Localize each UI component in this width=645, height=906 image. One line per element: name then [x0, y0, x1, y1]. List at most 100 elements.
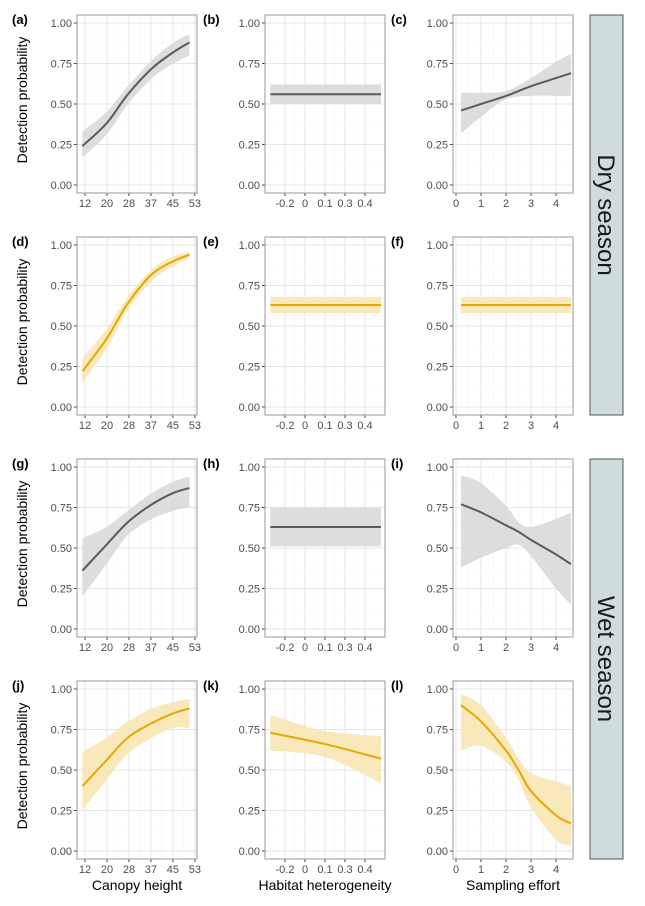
y-tick-label: 0.50 [239, 321, 260, 333]
y-tick-label: 0.50 [239, 765, 260, 777]
y-tick-label: 0.50 [427, 765, 448, 777]
y-tick-label: 0.00 [427, 180, 448, 192]
y-tick-label: 0.25 [51, 584, 72, 596]
panel-j: 0.00 0.25 0.50 0.75 1.00 12 20 28 37 45 53 (j) Detec… [12, 678, 201, 876]
x-tick-label: 0.4 [357, 864, 372, 876]
y-tick-label: 1.00 [51, 240, 72, 252]
x-tick-label: 0 [453, 420, 459, 432]
x-tick-label: 37 [145, 864, 157, 876]
x-tick-label: 53 [189, 642, 201, 654]
x-tick-label: 0 [453, 864, 459, 876]
y-tick-label: 0.00 [239, 180, 260, 192]
x-tick-label: 45 [167, 420, 179, 432]
y-axis-title: Detection probability [14, 37, 30, 164]
panel-border [76, 236, 198, 416]
y-tick-label: 0.50 [427, 321, 448, 333]
y-tick-label: 0.00 [427, 624, 448, 636]
x-axis-title: Sampling effort [466, 877, 560, 893]
panel-border [264, 236, 386, 416]
y-tick-label: 0.75 [51, 281, 72, 293]
x-tick-label: 12 [79, 864, 91, 876]
x-tick-label: 0.3 [337, 420, 352, 432]
x-tick-label: 3 [528, 420, 534, 432]
panel-border [452, 680, 574, 860]
fitted-line [81, 487, 190, 572]
y-tick-label: 0.00 [51, 846, 72, 858]
y-tick-label: 0.75 [239, 281, 260, 293]
y-tick-label: 0.00 [51, 402, 72, 414]
panel-d: 0.00 0.25 0.50 0.75 1.00 12 20 28 37 45 53 (d) Detec… [12, 234, 201, 432]
y-tick-label: 0.00 [427, 846, 448, 858]
y-tick-label: 0.25 [239, 140, 260, 152]
y-tick-label: 1.00 [51, 462, 72, 474]
y-tick-label: 0.25 [427, 362, 448, 374]
y-tick-label: 1.00 [427, 684, 448, 696]
panel-label: (i) [391, 456, 403, 471]
confidence-band [82, 476, 190, 597]
x-tick-label: 28 [123, 198, 135, 210]
panel-c: 0.00 0.25 0.50 0.75 1.00 0 1 2 3 4 (c) [391, 12, 574, 210]
x-tick-label: 37 [145, 642, 157, 654]
x-tick-label: 20 [101, 642, 113, 654]
panel-l: 0.00 0.25 0.50 0.75 1.00 0 1 2 3 4 (l) [391, 678, 574, 876]
x-tick-label: 53 [189, 198, 201, 210]
y-tick-label: 1.00 [239, 684, 260, 696]
x-tick-label: 0 [302, 864, 308, 876]
x-tick-label: 4 [553, 420, 559, 432]
panel-label: (h) [203, 456, 220, 471]
y-axis-title: Detection probability [14, 703, 30, 830]
y-tick-label: 0.25 [51, 806, 72, 818]
x-tick-label: 45 [167, 642, 179, 654]
x-tick-label: 53 [189, 420, 201, 432]
x-tick-label: 1 [478, 642, 484, 654]
confidence-band [270, 714, 381, 783]
x-tick-label: 2 [503, 642, 509, 654]
confidence-band [461, 53, 571, 134]
x-tick-label: -0.2 [276, 864, 295, 876]
panel-label: (k) [203, 678, 219, 693]
season-strip [589, 458, 624, 860]
y-tick-label: 1.00 [427, 18, 448, 30]
panel-border [264, 14, 386, 194]
fitted-line [81, 41, 191, 147]
x-tick-label: 37 [145, 420, 157, 432]
panel-label: (f) [391, 234, 404, 249]
x-tick-label: 53 [189, 864, 201, 876]
season-strip-label: Wet season [592, 596, 619, 722]
y-tick-label: 0.50 [427, 543, 448, 555]
x-tick-label: 45 [167, 198, 179, 210]
x-tick-label: 28 [123, 420, 135, 432]
y-tick-label: 0.25 [427, 806, 448, 818]
y-tick-label: 0.75 [239, 503, 260, 515]
x-tick-label: 3 [528, 642, 534, 654]
y-tick-label: 0.75 [51, 59, 72, 71]
x-tick-label: 3 [528, 864, 534, 876]
x-tick-label: 0 [302, 642, 308, 654]
panel-label: (d) [12, 234, 29, 249]
x-tick-label: 0.3 [337, 864, 352, 876]
fitted-line [460, 503, 572, 566]
x-tick-label: 0 [302, 198, 308, 210]
panel-border [76, 14, 198, 194]
y-tick-label: 0.25 [427, 584, 448, 596]
season-strip [589, 14, 624, 416]
panel-border [76, 458, 198, 638]
x-tick-label: 0.1 [317, 642, 332, 654]
y-tick-label: 0.50 [51, 543, 72, 555]
x-tick-label: 12 [79, 198, 91, 210]
x-tick-label: 0.3 [337, 198, 352, 210]
x-tick-label: 2 [503, 420, 509, 432]
x-tick-label: 1 [478, 864, 484, 876]
y-tick-label: 0.50 [51, 765, 72, 777]
confidence-band [461, 693, 571, 847]
panel-label: (a) [12, 12, 28, 27]
x-tick-label: 0.4 [357, 642, 372, 654]
y-tick-label: 1.00 [239, 462, 260, 474]
y-tick-label: 0.25 [51, 362, 72, 374]
season-strip-label: Dry season [592, 154, 619, 275]
panel-a: 0.00 0.25 0.50 0.75 1.00 12 20 28 37 45 53 (a) Detec… [12, 12, 201, 210]
x-tick-label: 2 [503, 864, 509, 876]
panel-border [452, 14, 574, 194]
x-tick-label: 0.1 [317, 864, 332, 876]
